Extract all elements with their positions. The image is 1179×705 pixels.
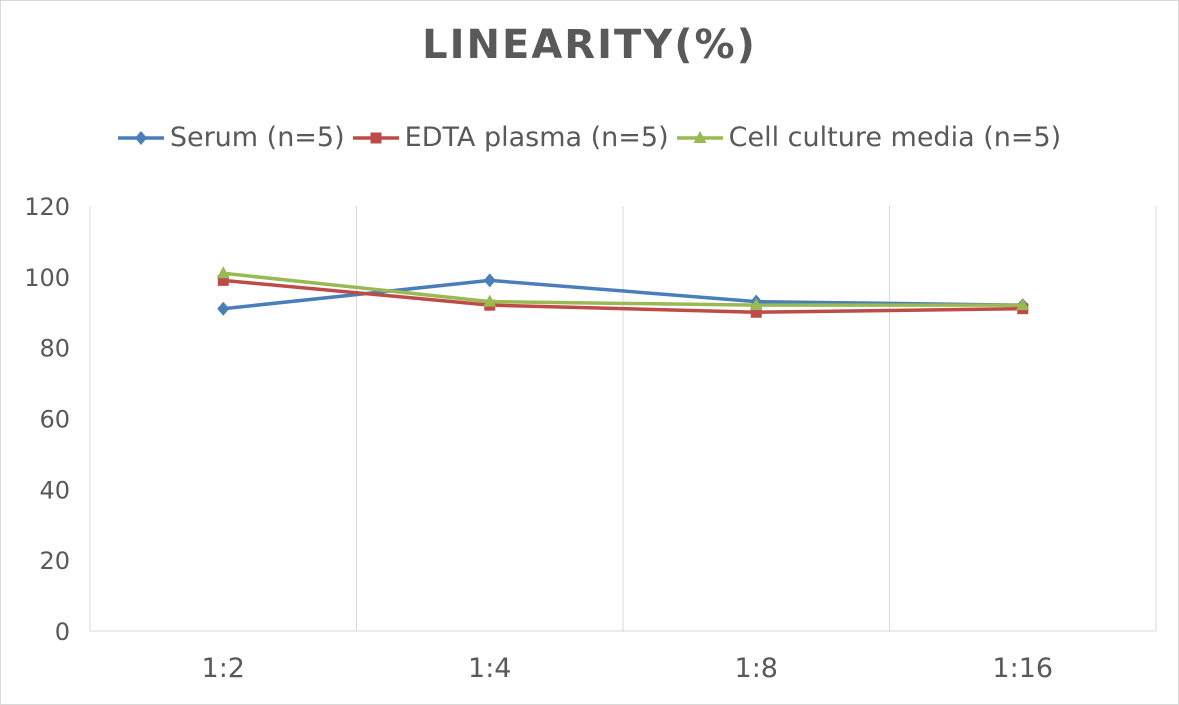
y-tick-label: 100	[24, 264, 70, 292]
y-tick-label: 20	[39, 547, 70, 575]
legend-marker	[693, 130, 707, 143]
data-point	[1016, 298, 1030, 311]
y-tick-label: 0	[55, 618, 70, 646]
y-tick-label: 80	[39, 335, 70, 363]
legend-label: Serum (n=5)	[169, 122, 345, 153]
legend-label: EDTA plasma (n=5)	[404, 122, 669, 153]
series-line	[223, 278, 1023, 311]
legend-item: Serum (n=5)	[117, 122, 345, 153]
legend-swatch	[676, 130, 723, 143]
legend: Serum (n=5) EDTA plasma (n=5) Cell culture…	[0, 122, 1179, 153]
chart-title: LINEARITY(%)	[422, 22, 757, 68]
data-point	[217, 301, 230, 316]
data-point	[483, 294, 497, 307]
legend-marker	[134, 130, 147, 145]
y-tick-label: 60	[39, 406, 70, 434]
legend-item: EDTA plasma (n=5)	[352, 122, 669, 153]
x-tick-label: 1:8	[735, 653, 778, 684]
legend-item: Cell culture media (n=5)	[676, 122, 1062, 153]
x-tick-label: 1:2	[202, 653, 245, 684]
legend-marker	[370, 132, 382, 143]
legend-label: Cell culture media (n=5)	[728, 122, 1062, 153]
data-point	[483, 273, 496, 288]
legend-swatch	[117, 130, 164, 145]
data-point	[749, 298, 763, 311]
series-line	[223, 278, 1023, 314]
y-tick-label: 120	[24, 193, 70, 221]
x-tick-label: 1:16	[992, 653, 1053, 684]
series-2	[216, 266, 1030, 311]
x-tick-label: 1:4	[468, 653, 511, 684]
data-point	[217, 274, 229, 286]
y-tick-label: 40	[39, 476, 70, 504]
legend-swatch	[352, 132, 399, 143]
data-point	[750, 306, 762, 318]
data-point	[216, 266, 230, 279]
series-line	[223, 271, 1023, 307]
